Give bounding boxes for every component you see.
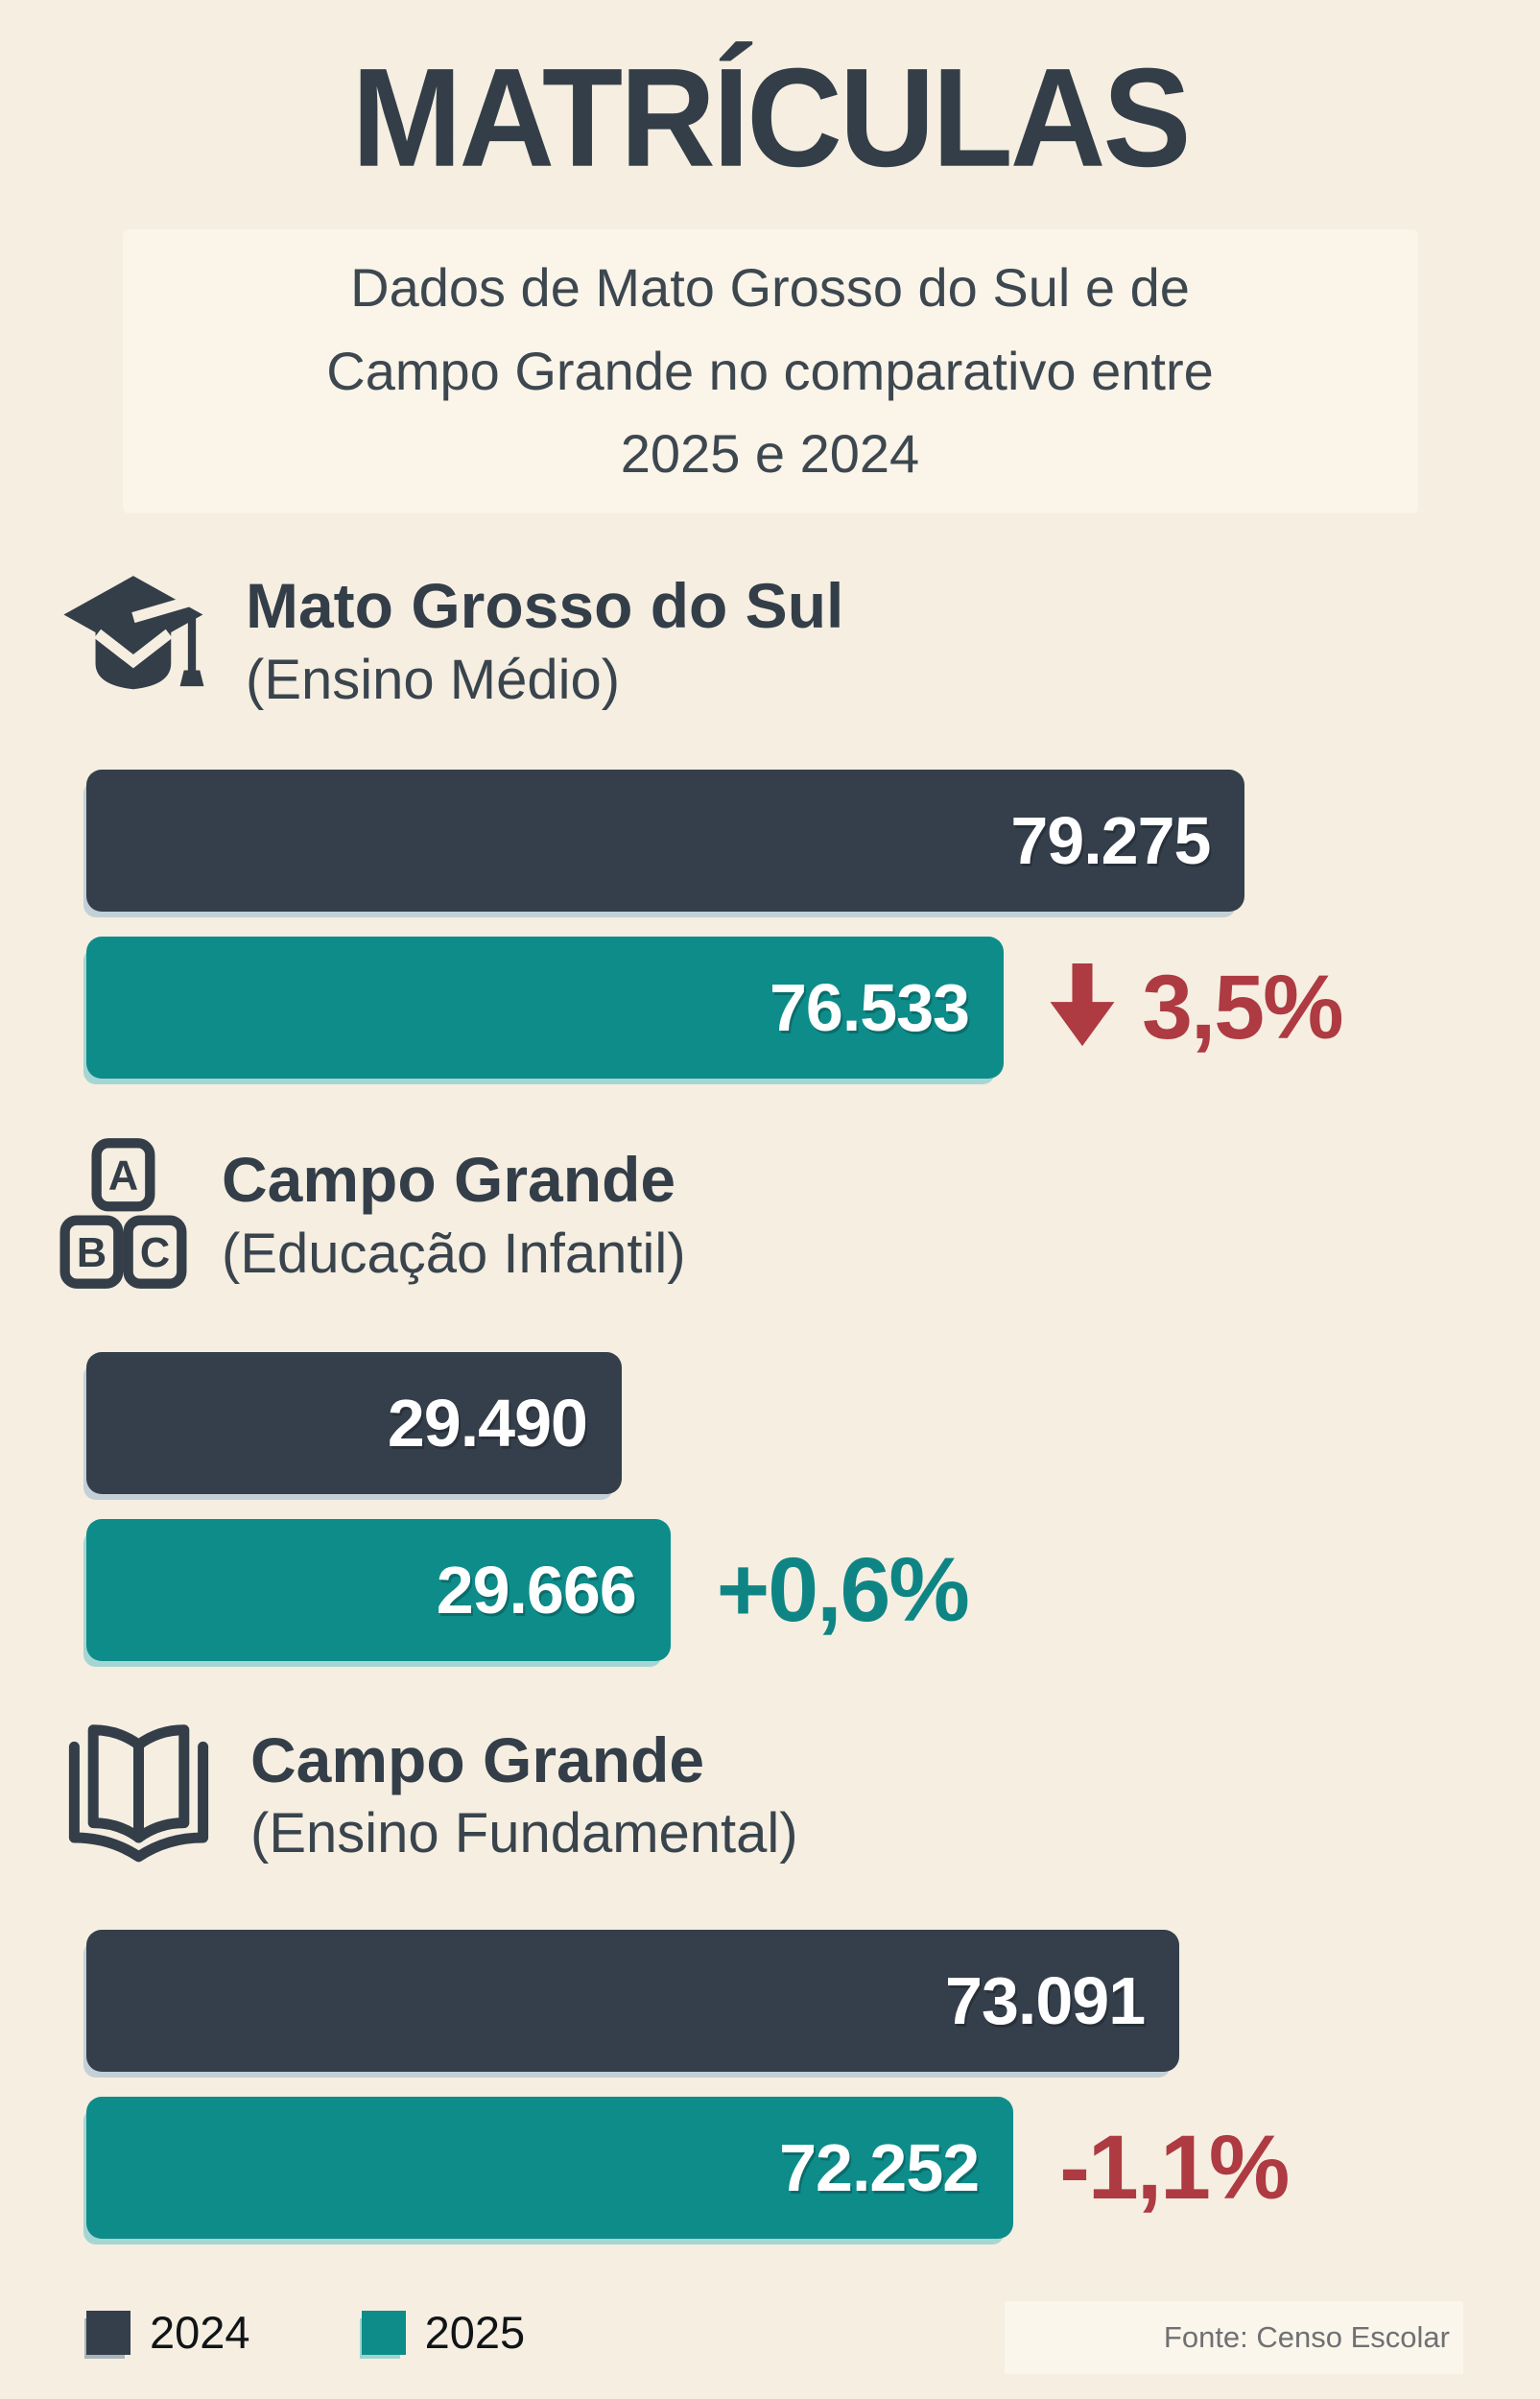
- change-value: 3,5%: [1142, 956, 1344, 1058]
- section-titles: Campo Grande (Ensino Fundamental): [250, 1723, 798, 1866]
- bar-2024: 79.275: [86, 770, 1245, 912]
- bar-2025: 76.533: [86, 937, 1005, 1079]
- section-name: Campo Grande: [222, 1144, 676, 1216]
- bar-2024-value: 73.091: [945, 1963, 1146, 2038]
- graduation-cap-icon: [59, 572, 213, 711]
- section-header: A B C Campo Grande (Educação Infantil): [59, 1136, 1454, 1295]
- legend-item-2025: 2025: [361, 2306, 526, 2359]
- bar-2025-value: 76.533: [769, 970, 970, 1045]
- section-campo-grande-infantil: A B C Campo Grande (Educação Infantil) 2…: [59, 1136, 1454, 1661]
- bar-2025-row: 29.666 +0,6%: [59, 1519, 1454, 1661]
- section-name: Mato Grosso do Sul: [246, 570, 844, 642]
- open-book-icon: [59, 1719, 218, 1872]
- section-campo-grande-fundamental: Campo Grande (Ensino Fundamental) 73.091…: [59, 1719, 1454, 2239]
- change-indicator: +0,6%: [716, 1538, 970, 1643]
- section-level: (Ensino Fundamental): [250, 1802, 798, 1865]
- legend-label-2025: 2025: [424, 2307, 526, 2358]
- section-titles: Mato Grosso do Sul (Ensino Médio): [246, 570, 844, 712]
- bar-2025-row: 72.252 -1,1%: [59, 2097, 1454, 2239]
- page-title: MATRÍCULAS: [351, 39, 1192, 197]
- change-value: +0,6%: [716, 1538, 970, 1641]
- bar-2024: 29.490: [86, 1352, 622, 1494]
- section-name: Campo Grande: [250, 1723, 705, 1795]
- change-indicator: -1,1%: [1059, 2116, 1290, 2221]
- legend-swatch-2025: [361, 2310, 406, 2355]
- change-value: -1,1%: [1059, 2116, 1290, 2219]
- bar-2024-value: 79.275: [1010, 803, 1211, 878]
- svg-text:B: B: [77, 1230, 107, 1276]
- legend-item-2024: 2024: [86, 2306, 250, 2359]
- chart-sections: Mato Grosso do Sul (Ensino Médio) 79.275…: [0, 570, 1540, 2239]
- section-level: (Ensino Médio): [246, 649, 621, 712]
- svg-text:A: A: [108, 1153, 138, 1200]
- legend-label-2024: 2024: [150, 2307, 250, 2358]
- bar-2025-value: 72.252: [779, 2130, 980, 2205]
- bar-2025: 29.666: [86, 1519, 671, 1661]
- bar-2025-value: 29.666: [436, 1553, 637, 1627]
- bar-2025: 72.252: [86, 2097, 1014, 2239]
- bar-2024: 73.091: [86, 1930, 1180, 2072]
- abc-blocks-icon: A B C: [59, 1136, 189, 1295]
- section-mato-grosso-do-sul: Mato Grosso do Sul (Ensino Médio) 79.275…: [59, 570, 1454, 1079]
- svg-text:C: C: [140, 1230, 170, 1276]
- section-header: Campo Grande (Ensino Fundamental): [59, 1719, 1454, 1872]
- section-titles: Campo Grande (Educação Infantil): [222, 1144, 686, 1286]
- section-level: (Educação Infantil): [222, 1222, 686, 1285]
- change-indicator: 3,5%: [1050, 956, 1344, 1060]
- source-note: Fonte: Censo Escolar: [1005, 2301, 1463, 2374]
- legend-swatch-2024: [86, 2310, 130, 2355]
- section-header: Mato Grosso do Sul (Ensino Médio): [59, 570, 1454, 712]
- subtitle-text: Dados de Mato Grosso do Sul e de Campo G…: [326, 256, 1214, 485]
- subtitle-box: Dados de Mato Grosso do Sul e de Campo G…: [122, 228, 1418, 514]
- bar-2024-value: 29.490: [387, 1386, 588, 1461]
- bar-2025-row: 76.533 3,5%: [59, 937, 1454, 1079]
- legend: 2024 2025: [86, 2306, 525, 2359]
- arrow-down-icon: [1050, 962, 1115, 1053]
